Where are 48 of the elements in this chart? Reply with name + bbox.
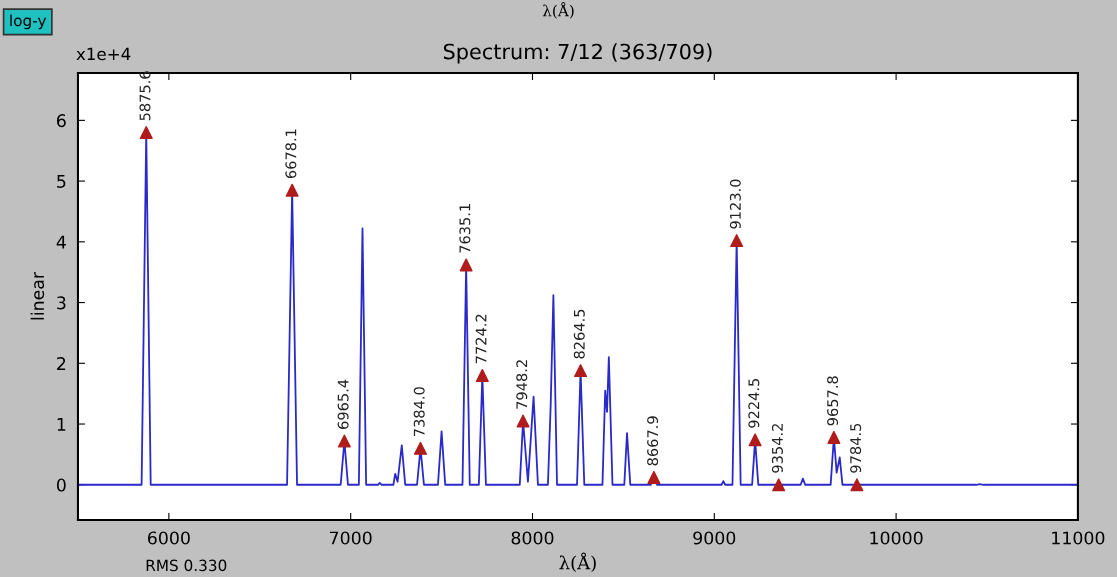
annotation: 7384.0: [413, 387, 425, 437]
y-tick-label: 0: [56, 478, 66, 492]
annotation: 9657.8: [827, 376, 839, 426]
annotation: 9123.0: [729, 179, 741, 229]
annotation: 7948.2: [516, 360, 528, 409]
x-tick-label: 7000: [330, 531, 372, 545]
chart-title: Spectrum: 7/12 (363/709): [443, 43, 712, 64]
annotation: 8667.9: [647, 416, 659, 466]
y-tick-label: 3: [57, 296, 66, 310]
annotation: 8264.5: [573, 309, 585, 359]
y-axis-title: linear: [30, 271, 45, 320]
x-tick-label: 11000: [1052, 531, 1105, 545]
annotation: 6965.4: [337, 379, 349, 429]
text: λ(Å): [542, 2, 574, 19]
point: [574, 364, 588, 378]
point: [459, 258, 473, 272]
x-tick-label: 8000: [511, 531, 554, 545]
x-tick-label: 9000: [693, 531, 736, 545]
x-tick-label: 6000: [147, 531, 190, 545]
point: [337, 434, 351, 448]
text: RMS 0.330: [146, 559, 227, 572]
text: log-y: [10, 14, 47, 30]
annotation: 9784.5: [850, 423, 862, 473]
x-tick-label: 10000: [870, 531, 923, 545]
y-tick-label: 4: [56, 235, 66, 249]
annotation: 9224.5: [748, 378, 760, 428]
point: [850, 478, 864, 492]
point: [647, 470, 661, 484]
point: [139, 126, 153, 140]
annotation: 9354.2: [771, 424, 783, 473]
annotation: 5875.6: [139, 71, 151, 121]
point: [730, 234, 744, 248]
point: [827, 430, 841, 444]
point: [748, 433, 762, 447]
point: [285, 183, 299, 197]
point: [475, 368, 489, 382]
point: [772, 478, 786, 492]
y-tick-label: 1: [57, 417, 66, 431]
annotation: 6678.1: [285, 129, 297, 179]
annotation: 7635.1: [459, 204, 471, 253]
y-tick-label: 5: [57, 175, 66, 188]
annotation: 7724.2: [475, 314, 487, 364]
point: [516, 414, 530, 428]
x-axis-title: λ(Å): [559, 552, 596, 573]
text: x1e+4: [76, 47, 131, 61]
y-tick-label: 2: [57, 357, 66, 370]
point: [413, 441, 427, 455]
y-tick-label: 6: [57, 114, 66, 128]
